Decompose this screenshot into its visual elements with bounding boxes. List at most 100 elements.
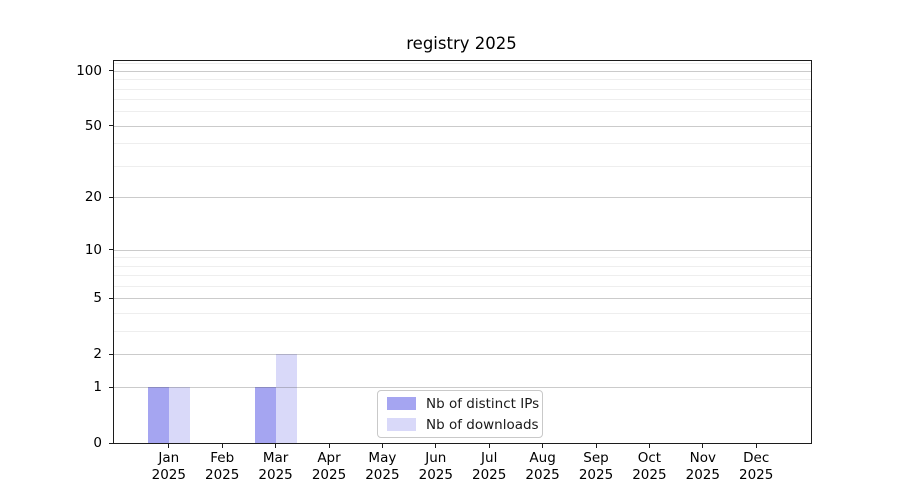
- major-gridline: [114, 70, 811, 72]
- y-axis-tick-label: 2: [93, 346, 102, 363]
- major-gridline: [114, 125, 811, 127]
- y-axis-tick: [109, 125, 114, 127]
- x-axis-tick-label: Nov 2025: [663, 450, 743, 484]
- chart-title: registry 2025: [406, 34, 517, 53]
- year-label: 2025: [418, 467, 453, 483]
- year-label: 2025: [578, 467, 614, 483]
- year-label: 2025: [472, 467, 507, 483]
- month-label: Jun: [425, 450, 447, 466]
- minor-gridline: [114, 286, 811, 288]
- gridlines-layer: [114, 61, 811, 443]
- month-label: Feb: [210, 450, 235, 466]
- x-axis-tick: [755, 443, 757, 448]
- x-axis-tick: [648, 443, 650, 448]
- minor-gridline: [114, 99, 811, 101]
- month-label: Aug: [529, 450, 556, 466]
- bar-distinct-ips-jan: [147, 387, 169, 443]
- y-axis-tick-label: 1: [93, 379, 102, 396]
- x-axis-tick-label: Aug 2025: [503, 450, 583, 484]
- x-axis-tick: [275, 443, 277, 448]
- bar-downloads-mar: [275, 354, 297, 443]
- bars-layer: [114, 61, 811, 443]
- year-label: 2025: [739, 467, 774, 483]
- x-axis-tick-label: Mar 2025: [236, 450, 316, 484]
- minor-gridline: [114, 313, 811, 315]
- legend-swatch: [387, 418, 416, 431]
- minor-gridline: [114, 79, 811, 81]
- minor-gridline: [114, 265, 811, 267]
- month-label: Jan: [158, 450, 180, 466]
- y-axis-tick-label: 20: [84, 189, 102, 206]
- minor-gridline: [114, 331, 811, 333]
- major-gridline: [114, 197, 811, 199]
- x-axis-tick-label: Jun 2025: [396, 450, 476, 484]
- y-axis-tick-label: 10: [84, 241, 102, 258]
- minor-gridline: [114, 111, 811, 113]
- x-axis-tick: [168, 443, 170, 448]
- y-axis-tick: [109, 442, 114, 444]
- x-axis-tick-label: Feb 2025: [182, 450, 262, 484]
- month-label: Oct: [637, 450, 662, 466]
- month-label: Sep: [583, 450, 609, 466]
- year-label: 2025: [151, 467, 186, 483]
- x-axis-tick-label: Sep 2025: [556, 450, 636, 484]
- y-axis-tick: [109, 386, 114, 388]
- year-label: 2025: [632, 467, 667, 483]
- y-axis-tick: [109, 297, 114, 299]
- minor-gridline: [114, 275, 811, 277]
- x-axis-tick: [488, 443, 490, 448]
- y-axis-tick: [109, 353, 114, 355]
- x-axis-tick-label: Jul 2025: [449, 450, 529, 484]
- major-gridline: [114, 298, 811, 300]
- bar-distinct-ips-mar: [254, 387, 276, 443]
- bar-downloads-jan: [168, 387, 190, 443]
- x-axis-tick-label: May 2025: [342, 450, 422, 484]
- legend-label: Nb of distinct IPs: [426, 395, 540, 412]
- legend-swatch: [387, 397, 416, 410]
- y-axis-tick-label: 100: [76, 62, 102, 79]
- year-label: 2025: [525, 467, 560, 483]
- major-gridline: [114, 387, 811, 389]
- x-axis-tick: [595, 443, 597, 448]
- month-label: Nov: [689, 450, 716, 466]
- x-axis-tick: [328, 443, 330, 448]
- y-axis-tick-label: 0: [93, 435, 102, 451]
- major-gridline: [114, 249, 811, 251]
- minor-gridline: [114, 257, 811, 259]
- x-axis-tick: [381, 443, 383, 448]
- month-label: Dec: [743, 450, 770, 466]
- legend-item: Nb of downloads: [387, 417, 539, 433]
- x-axis-tick: [435, 443, 437, 448]
- x-axis-tick: [221, 443, 223, 448]
- year-label: 2025: [311, 467, 347, 483]
- y-axis-tick: [109, 249, 114, 251]
- y-axis-tick: [109, 70, 114, 72]
- year-label: 2025: [205, 467, 240, 483]
- minor-gridline: [114, 63, 811, 65]
- plot-area: 0 1 2 5 10 20 50 100 Jan 2025 Feb 2025 Mar 2025 Apr 202…: [76, 60, 812, 483]
- year-label: 2025: [258, 467, 293, 483]
- legend-label: Nb of downloads: [426, 416, 539, 433]
- legend: Nb of distinct IPs Nb of downloads: [377, 390, 543, 438]
- minor-gridline: [114, 143, 811, 145]
- y-axis-tick: [109, 196, 114, 198]
- x-axis-tick-label: Jan 2025: [129, 450, 209, 484]
- x-axis-tick: [542, 443, 544, 448]
- month-label: Apr: [317, 450, 341, 466]
- month-label: May: [368, 450, 397, 466]
- minor-gridline: [114, 88, 811, 90]
- y-axis-tick-label: 5: [93, 290, 102, 307]
- x-axis-tick: [702, 443, 704, 448]
- legend-item: Nb of distinct IPs: [387, 396, 539, 412]
- month-label: Jul: [481, 450, 498, 466]
- year-label: 2025: [685, 467, 720, 483]
- axis-ticks-layer: 0 1 2 5 10 20 50 100 Jan 2025 Feb 2025 Mar 2025 Apr 202…: [76, 61, 811, 483]
- year-label: 2025: [365, 467, 400, 483]
- major-gridline: [114, 354, 811, 356]
- y-axis-tick-label: 50: [84, 117, 102, 134]
- x-axis-tick-label: Apr 2025: [289, 450, 369, 484]
- x-axis-tick-label: Dec 2025: [716, 450, 796, 484]
- month-label: Mar: [262, 450, 289, 466]
- minor-gridline: [114, 166, 811, 168]
